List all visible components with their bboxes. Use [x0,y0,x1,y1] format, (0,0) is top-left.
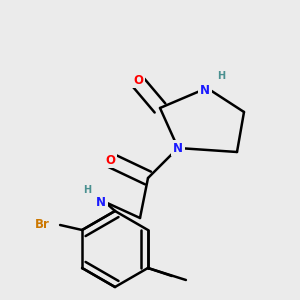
Text: H: H [217,71,225,81]
Text: N: N [200,83,210,97]
Text: Br: Br [35,218,50,232]
Text: O: O [133,74,143,86]
Text: N: N [96,196,106,208]
Text: N: N [173,142,183,154]
Text: H: H [83,185,91,195]
Text: O: O [105,154,115,166]
